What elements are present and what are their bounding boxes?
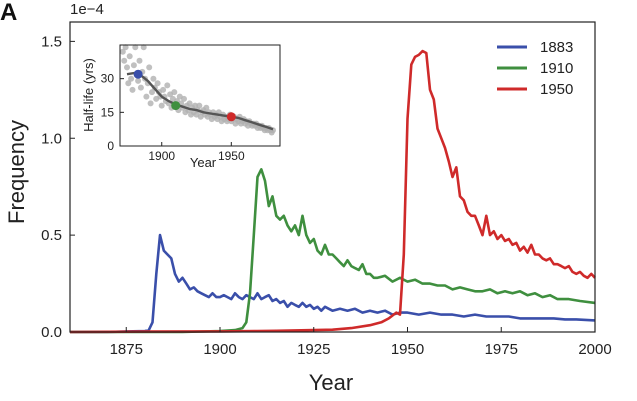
x-tick-label-1950: 1950 <box>391 341 424 358</box>
inset-point-28 <box>158 102 165 109</box>
x-tick-label-1975: 1975 <box>485 341 518 358</box>
inset-highlight-2 <box>226 112 236 122</box>
inset-highlight-1 <box>171 101 181 111</box>
legend-label-1950: 1950 <box>540 81 573 98</box>
inset-point-52 <box>192 102 199 109</box>
main-series-group <box>69 49 596 334</box>
inset-highlight-0 <box>133 69 143 79</box>
x-tick-label-1900: 1900 <box>203 341 236 358</box>
inset-point-15 <box>140 44 147 51</box>
inset-point-17 <box>143 93 150 100</box>
legend: 1883 1910 1950 <box>497 39 573 98</box>
inset-x-tick-label-1900: 1900 <box>148 149 175 163</box>
main-ticks-group: 1875 1900 1925 1950 1975 2000 0.0 0.5 1.0 1.5 <box>41 33 612 358</box>
y-tick-label-1.5: 1.5 <box>41 33 62 50</box>
inset-fit-line <box>126 71 274 131</box>
series-line-1883 <box>70 233 596 334</box>
x-axis-label: Year <box>309 370 353 395</box>
series-line-1910 <box>70 168 596 334</box>
y-axis-label: Frequency <box>4 120 29 224</box>
inset-point-8 <box>130 62 137 69</box>
inset-point-3 <box>124 64 130 71</box>
inset-point-9 <box>132 44 139 51</box>
y-tick-label-1.0: 1.0 <box>41 130 62 147</box>
inset-point-4 <box>125 80 132 87</box>
inset-y-tick-label-0: 0 <box>107 139 114 153</box>
inset-point-60 <box>203 104 210 111</box>
legend-label-1910: 1910 <box>540 60 573 77</box>
inset-point-37 <box>171 89 178 96</box>
inset-y-tick-label-15: 15 <box>101 105 115 119</box>
x-tick-label-1925: 1925 <box>297 341 330 358</box>
inset-point-1 <box>121 57 128 64</box>
inset-point-7 <box>129 86 136 93</box>
inset-point-6 <box>128 75 135 82</box>
y-scale-exponent: 1e−4 <box>70 1 104 18</box>
inset-point-0 <box>119 48 126 55</box>
legend-label-1883: 1883 <box>540 39 573 56</box>
inset-point-12 <box>136 57 143 64</box>
inset-point-32 <box>164 82 171 89</box>
main-line-chart: Frequency Year 1875 1900 1925 1950 1975 2000 0… <box>4 21 612 395</box>
inset-point-11 <box>135 77 142 84</box>
inset-point-21 <box>149 89 155 96</box>
x-tick-label-1875: 1875 <box>110 341 143 358</box>
inset-point-25 <box>154 80 161 87</box>
inset-half-life-chart: 1900 1950 0 15 30 Half-life (yrs) Year <box>81 44 281 170</box>
inset-point-44 <box>181 95 187 102</box>
inset-x-axis-label: Year <box>190 155 217 170</box>
inset-point-55 <box>196 102 203 109</box>
inset-point-5 <box>126 53 133 60</box>
inset-y-tick-label-30: 30 <box>101 72 115 86</box>
inset-point-48 <box>186 100 193 107</box>
x-tick-label-2000: 2000 <box>578 341 611 358</box>
series-line-1950 <box>69 49 596 334</box>
y-tick-label-0.5: 0.5 <box>41 227 62 244</box>
panel-label: A <box>0 0 17 26</box>
inset-y-axis-label: Half-life (yrs) <box>81 58 96 132</box>
inset-ticks-group: 1900 1950 0 15 30 <box>101 72 245 163</box>
inset-point-29 <box>160 86 167 93</box>
inset-point-13 <box>137 84 144 91</box>
main-plot-frame <box>69 21 596 333</box>
inset-scatter-group <box>119 44 276 136</box>
inset-frame <box>119 44 281 147</box>
inset-point-2 <box>122 44 129 51</box>
y-tick-label-0.0: 0.0 <box>41 324 62 341</box>
inset-x-tick-label-1950: 1950 <box>218 149 245 163</box>
inset-point-20 <box>147 100 154 107</box>
inset-point-19 <box>146 64 153 71</box>
inset-point-22 <box>150 75 157 82</box>
